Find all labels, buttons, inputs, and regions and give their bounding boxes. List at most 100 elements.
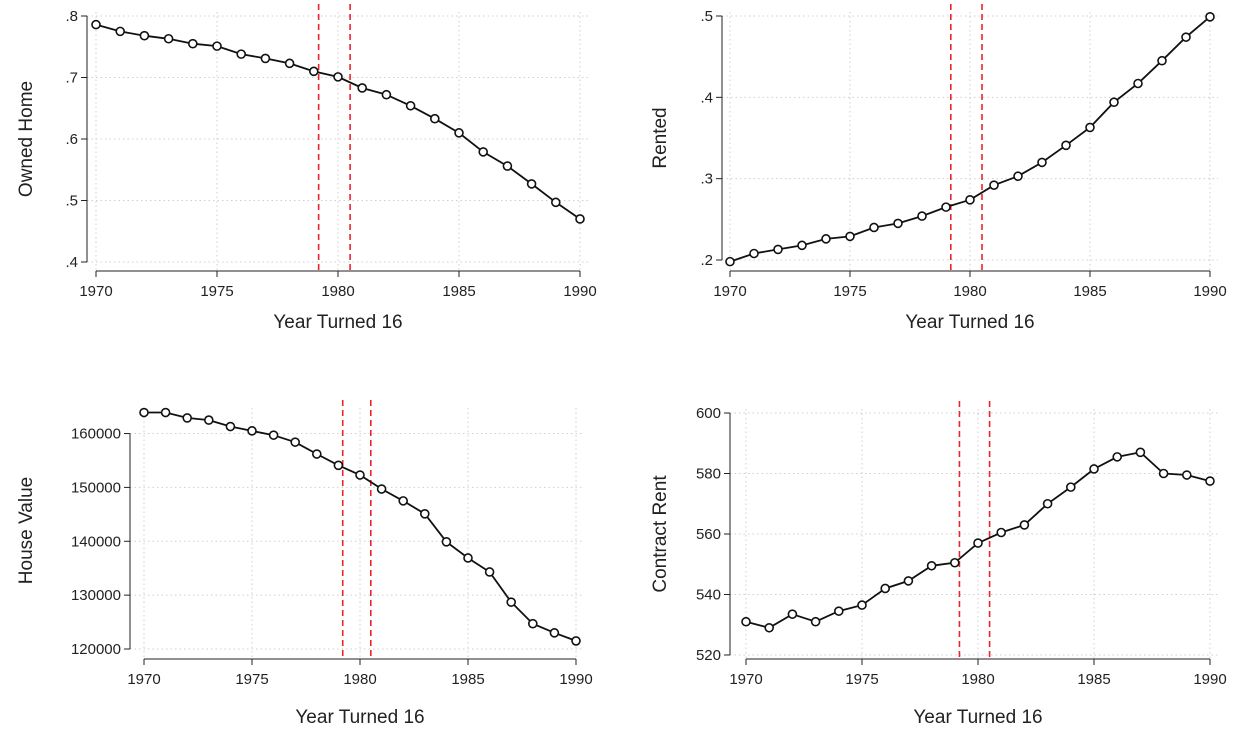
- data-point: [965, 195, 975, 205]
- data-point: [526, 179, 537, 189]
- x-tick-label: 1970: [713, 283, 746, 300]
- data-point: [917, 211, 927, 221]
- data-point: [941, 202, 951, 212]
- data-point: [1085, 122, 1095, 133]
- data-point: [821, 234, 831, 244]
- x-tick-label: 1975: [833, 283, 866, 300]
- data-point: [1089, 464, 1099, 474]
- x-tick-label: 1975: [845, 671, 878, 688]
- data-point: [311, 449, 322, 459]
- data-point: [973, 538, 983, 548]
- y-tick-label: 520: [696, 647, 721, 664]
- data-point: [949, 557, 960, 568]
- data-point: [139, 30, 150, 41]
- data-point: [549, 628, 560, 638]
- x-axis-title: Year Turned 16: [905, 312, 1034, 333]
- data-point: [1205, 476, 1215, 486]
- data-point: [290, 437, 301, 447]
- data-point: [575, 214, 585, 224]
- data-point: [419, 509, 430, 519]
- x-tick-label: 1985: [1073, 283, 1106, 300]
- data-point: [810, 616, 821, 627]
- data-point: [268, 430, 279, 440]
- y-tick-label: .8: [65, 8, 78, 25]
- data-point: [1135, 447, 1146, 458]
- x-tick-label: 1985: [451, 671, 484, 688]
- y-tick-label: 120000: [71, 641, 121, 658]
- data-point: [550, 197, 561, 208]
- x-tick-label: 1990: [1193, 671, 1226, 688]
- x-tick-label: 1990: [559, 671, 592, 688]
- data-point: [484, 567, 495, 577]
- x-tick-label: 1980: [343, 671, 376, 688]
- y-tick-label: .5: [65, 193, 78, 210]
- data-point: [903, 576, 914, 586]
- data-point: [160, 407, 171, 418]
- data-point: [163, 33, 174, 44]
- x-tick-label: 1990: [563, 283, 596, 300]
- data-point: [797, 240, 807, 251]
- y-tick-label: .3: [700, 171, 713, 188]
- data-point: [787, 609, 798, 619]
- data-point: [225, 421, 236, 432]
- data-point: [833, 606, 844, 616]
- data-point: [926, 560, 937, 571]
- x-tick-label: 1985: [1077, 671, 1110, 688]
- data-point: [1066, 482, 1076, 492]
- y-tick-label: 150000: [71, 479, 121, 496]
- data-point: [1042, 498, 1053, 509]
- chart-panel-3: 1970 1975 1980 1985 1990 120000 130000 140000 15…: [16, 400, 593, 728]
- data-point: [236, 49, 246, 59]
- data-point: [749, 248, 759, 259]
- data-point: [506, 597, 517, 607]
- data-point: [845, 231, 855, 242]
- y-tick-label: .6: [65, 131, 78, 148]
- data-point: [1181, 32, 1191, 42]
- data-point: [357, 83, 368, 93]
- data-point: [773, 244, 783, 255]
- y-axis-title: Rented: [650, 107, 671, 168]
- chart-panel-2: 1970 1975 1980 1985 1990 .2 .3 .4 .5 Year Turned …: [650, 4, 1227, 333]
- y-tick-label: .5: [700, 8, 713, 25]
- data-point: [355, 470, 365, 480]
- y-tick-label: 580: [696, 466, 721, 483]
- x-tick-label: 1980: [321, 283, 354, 300]
- data-point: [441, 537, 452, 547]
- x-tick-label: 1975: [200, 283, 233, 300]
- data-point: [333, 460, 344, 471]
- data-point: [1019, 520, 1030, 530]
- data-point: [478, 147, 489, 157]
- data-point: [880, 583, 891, 594]
- x-tick-label: 1970: [79, 283, 112, 300]
- data-point: [741, 616, 751, 627]
- data-point: [405, 100, 416, 111]
- data-point: [857, 600, 867, 610]
- x-tick-label: 1980: [953, 283, 986, 300]
- y-tick-label: 540: [696, 587, 721, 604]
- x-axis-title: Year Turned 16: [913, 707, 1042, 728]
- data-point: [308, 66, 319, 77]
- y-tick-label: .4: [65, 254, 78, 271]
- data-point: [571, 636, 581, 646]
- data-point: [1061, 140, 1071, 151]
- data-point: [1109, 97, 1119, 108]
- data-point: [381, 89, 392, 100]
- x-tick-label: 1970: [729, 671, 762, 688]
- data-point: [1013, 171, 1023, 182]
- y-axis-title: Owned Home: [16, 81, 37, 197]
- data-point: [1112, 452, 1122, 462]
- y-tick-label: .2: [700, 252, 713, 269]
- data-point: [429, 113, 440, 124]
- y-axis-title: Contract Rent: [650, 475, 671, 593]
- x-axis-title: Year Turned 16: [273, 312, 402, 333]
- y-tick-label: 140000: [71, 533, 121, 550]
- x-tick-label: 1980: [961, 671, 994, 688]
- data-point: [502, 161, 513, 171]
- data-point: [764, 622, 775, 633]
- data-point: [1182, 470, 1192, 480]
- x-tick-label: 1970: [127, 671, 160, 688]
- data-point: [284, 58, 295, 69]
- chart-panel-1: 1970 1975 1980 1985 1990 .4 .5 .6 .7 .8 Year Turne…: [16, 4, 597, 333]
- y-tick-label: 130000: [71, 587, 121, 604]
